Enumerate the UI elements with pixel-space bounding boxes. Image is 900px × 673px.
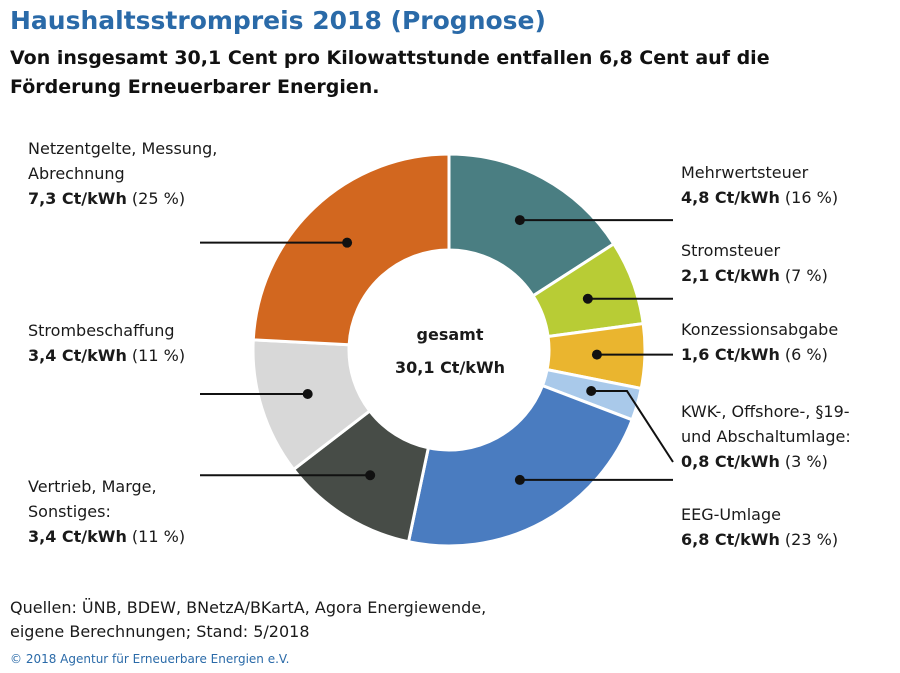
label-mehrwertsteuer: Mehrwertsteuer 4,8 Ct/kWh (16 %): [681, 160, 838, 210]
label-percent: (6 %): [784, 345, 828, 364]
leader-line: [591, 390, 674, 463]
donut-slice: [251, 152, 451, 347]
leader-dot: [302, 388, 313, 399]
center-line-1: gesamt: [416, 325, 484, 344]
label-name: Konzessionsabgabe: [681, 320, 839, 339]
label-percent: (25 %): [131, 189, 186, 208]
label-name: Mehrwertsteuer: [681, 163, 809, 182]
donut-slice: [406, 383, 635, 548]
chart-subtitle: Von insgesamt 30,1 Cent pro Kilowattstun…: [10, 47, 770, 98]
label-value: 0,8 Ct/kWh: [681, 452, 780, 471]
label-name: Vertrieb, Marge,: [28, 477, 157, 496]
label-name: EEG-Umlage: [681, 505, 781, 524]
label-name: Stromsteuer: [681, 241, 781, 260]
leader-dot: [514, 215, 525, 226]
label-stromsteuer: Stromsteuer 2,1 Ct/kWh (7 %): [681, 238, 828, 288]
label-name-2: Abrechnung: [28, 164, 125, 183]
label-value: 4,8 Ct/kWh: [681, 188, 780, 207]
leader-dot: [591, 349, 602, 360]
label-percent: (3 %): [784, 452, 828, 471]
label-strombeschaffung: Strombeschaffung 3,4 Ct/kWh (11 %): [28, 318, 185, 368]
label-eeg-umlage: EEG-Umlage 6,8 Ct/kWh (23 %): [681, 502, 838, 552]
label-name: Netzentgelte, Messung,: [28, 139, 218, 158]
label-value: 7,3 Ct/kWh: [28, 189, 127, 208]
label-name-2: und Abschaltumlage:: [681, 427, 851, 446]
label-value: 6,8 Ct/kWh: [681, 530, 780, 549]
leader-dot: [365, 470, 376, 481]
label-percent: (7 %): [784, 266, 828, 285]
label-percent: (11 %): [131, 527, 186, 546]
label-netzentgelte: Netzentgelte, Messung, Abrechnung 7,3 Ct…: [28, 136, 217, 211]
label-kwk-offshore: KWK-, Offshore-, §19- und Abschaltumlage…: [681, 399, 851, 474]
label-value: 2,1 Ct/kWh: [681, 266, 780, 285]
leader-dot: [586, 386, 597, 397]
label-percent: (23 %): [784, 530, 839, 549]
label-name: Strombeschaffung: [28, 321, 175, 340]
label-konzessionsabgabe: Konzessionsabgabe 1,6 Ct/kWh (6 %): [681, 317, 838, 367]
center-line-2: 30,1 Ct/kWh: [395, 358, 505, 377]
donut-slice: [447, 152, 616, 298]
source-line-1: Quellen: ÜNB, BDEW, BNetzA/BKartA, Agora…: [10, 598, 487, 617]
leader-dot: [582, 293, 593, 304]
label-value: 1,6 Ct/kWh: [681, 345, 780, 364]
label-name-2: Sonstiges:: [28, 502, 111, 521]
chart-title: Haushaltsstrompreis 2018 (Prognose): [10, 6, 546, 35]
leader-dot: [514, 474, 525, 485]
source-line-2: eigene Berechnungen; Stand: 5/2018: [10, 622, 310, 641]
copyright: © 2018 Agentur für Erneuerbare Energien …: [10, 652, 290, 666]
label-percent: (11 %): [131, 346, 186, 365]
label-percent: (16 %): [784, 188, 839, 207]
leader-dot: [342, 237, 353, 248]
source-note: Quellen: ÜNB, BDEW, BNetzA/BKartA, Agora…: [10, 596, 486, 644]
donut-center-label: gesamt 30,1 Ct/kWh: [370, 318, 530, 384]
label-vertrieb: Vertrieb, Marge, Sonstiges: 3,4 Ct/kWh (…: [28, 474, 185, 549]
label-value: 3,4 Ct/kWh: [28, 346, 127, 365]
label-name: KWK-, Offshore-, §19-: [681, 402, 850, 421]
label-value: 3,4 Ct/kWh: [28, 527, 127, 546]
